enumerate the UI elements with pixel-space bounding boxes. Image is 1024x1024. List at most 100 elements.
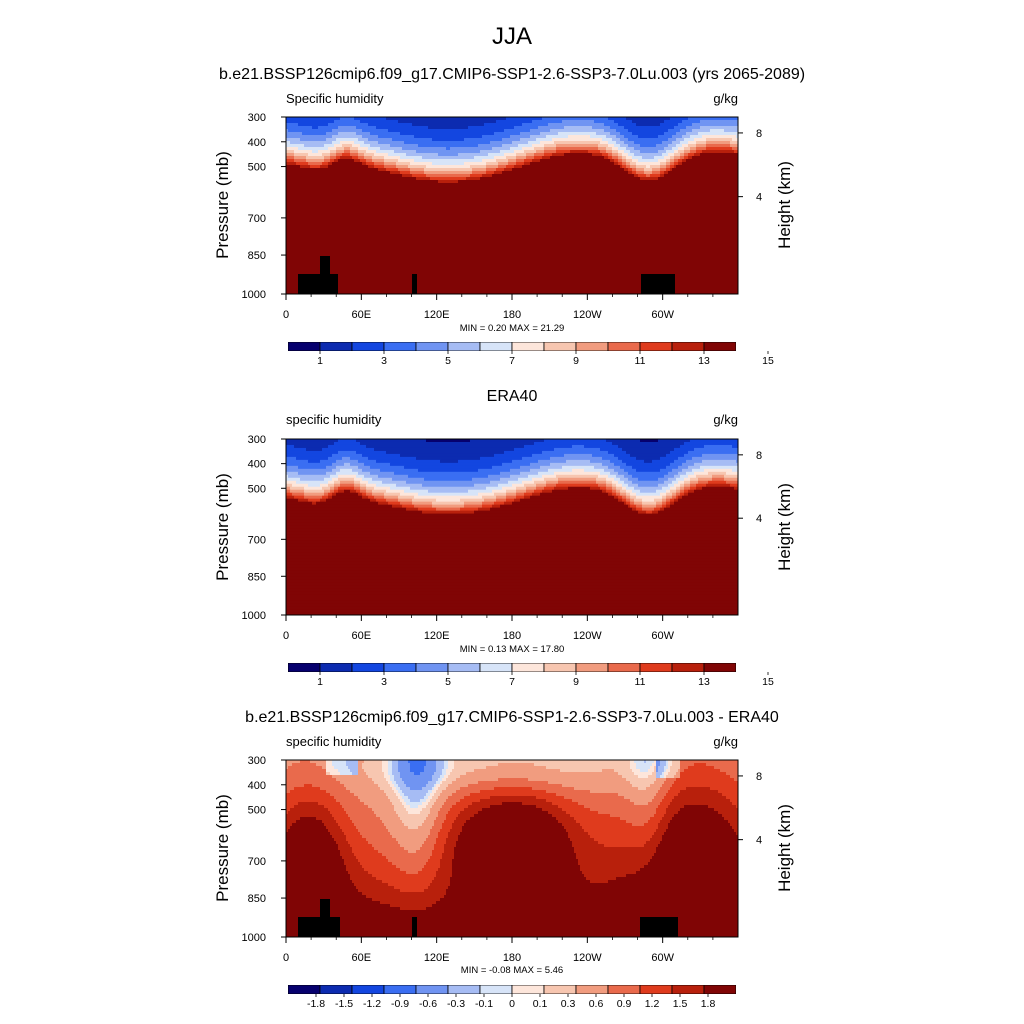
field-cell xyxy=(328,165,369,169)
field-cell xyxy=(570,150,589,154)
field-cell xyxy=(422,802,429,806)
field-cell xyxy=(448,811,461,815)
field-cell xyxy=(658,790,669,794)
field-cell xyxy=(624,474,633,479)
field-cell xyxy=(670,504,738,509)
field-cell xyxy=(362,135,379,139)
field-cell xyxy=(654,156,665,160)
field-cell xyxy=(428,790,433,794)
y-tick-label: 400 xyxy=(248,459,266,471)
field-cell xyxy=(574,847,657,851)
field-cell xyxy=(540,132,559,136)
field-cell xyxy=(286,775,333,779)
field-cell xyxy=(542,474,557,479)
field-cell xyxy=(448,763,455,767)
field-cell xyxy=(688,141,697,145)
field-cell xyxy=(292,823,325,827)
field-cell xyxy=(638,159,659,163)
field-cell xyxy=(374,447,515,452)
field-cell xyxy=(486,486,503,491)
field-cell xyxy=(472,802,503,806)
field-cell xyxy=(312,784,345,788)
field-cell xyxy=(478,468,511,473)
field-cell xyxy=(286,462,333,467)
field-cell xyxy=(358,796,389,800)
field-cell xyxy=(420,772,435,776)
field-cell xyxy=(684,441,738,446)
colorbar-swatch xyxy=(703,342,736,351)
field-cell xyxy=(656,772,663,776)
field-cell xyxy=(634,147,665,151)
field-cell xyxy=(646,174,651,178)
field-cell xyxy=(380,787,393,791)
field-cell xyxy=(680,141,689,145)
field-cell xyxy=(326,132,339,136)
field-cell xyxy=(670,162,675,166)
field-cell xyxy=(452,781,479,785)
field-cell xyxy=(664,474,675,479)
field-cell xyxy=(640,489,657,494)
field-cell xyxy=(524,483,537,488)
field-cell xyxy=(732,147,738,151)
field-cell xyxy=(404,489,429,494)
field-cell xyxy=(394,778,403,782)
field-cell xyxy=(608,465,621,470)
field-cell xyxy=(288,811,331,815)
field-cell xyxy=(444,850,455,854)
field-cell xyxy=(612,492,617,497)
field-cell xyxy=(548,811,567,815)
field-cell xyxy=(410,171,425,175)
field-cell xyxy=(396,811,409,815)
field-cell xyxy=(336,459,359,464)
field-cell xyxy=(526,489,535,494)
field-cell xyxy=(286,555,738,559)
field-cell xyxy=(676,492,681,497)
field-cell xyxy=(356,489,361,494)
field-cell xyxy=(368,495,375,500)
field-cell xyxy=(356,126,377,130)
field-cell xyxy=(286,192,738,196)
field-cell xyxy=(490,805,537,809)
field-cell xyxy=(332,477,339,482)
field-cell xyxy=(624,150,631,154)
field-cell xyxy=(626,156,633,160)
field-cell xyxy=(362,129,389,133)
field-cell xyxy=(526,153,535,157)
field-cell xyxy=(418,826,433,830)
field-cell xyxy=(336,492,359,497)
field-cell xyxy=(496,159,509,163)
field-cell xyxy=(382,769,389,773)
field-cell xyxy=(700,465,738,470)
field-cell xyxy=(412,123,485,127)
field-cell xyxy=(516,159,525,163)
field-cell xyxy=(424,796,429,800)
field-cell xyxy=(440,808,451,812)
field-cell xyxy=(498,778,529,782)
field-cell xyxy=(580,823,633,827)
field-cell xyxy=(646,787,661,791)
field-cell xyxy=(696,150,703,154)
field-cell xyxy=(308,498,321,503)
field-cell xyxy=(512,459,539,464)
field-cell xyxy=(352,820,383,824)
field-cell xyxy=(434,802,445,806)
field-cell xyxy=(286,534,738,539)
field-cell xyxy=(374,811,397,815)
field-cell xyxy=(374,781,389,785)
field-cell xyxy=(294,805,325,809)
field-cell xyxy=(628,153,635,157)
field-cell xyxy=(480,799,547,803)
field-cell xyxy=(524,444,573,449)
field-cell xyxy=(622,159,627,163)
field-cell xyxy=(486,171,495,175)
field-cell xyxy=(432,504,465,509)
field-cell xyxy=(286,510,423,515)
field-cell xyxy=(382,766,389,770)
field-cell xyxy=(524,150,537,154)
field-cell xyxy=(606,135,617,139)
field-cell xyxy=(730,823,738,827)
field-cell xyxy=(376,877,435,881)
field-cell xyxy=(378,135,415,139)
field-cell xyxy=(640,150,659,154)
field-cell xyxy=(688,474,697,479)
